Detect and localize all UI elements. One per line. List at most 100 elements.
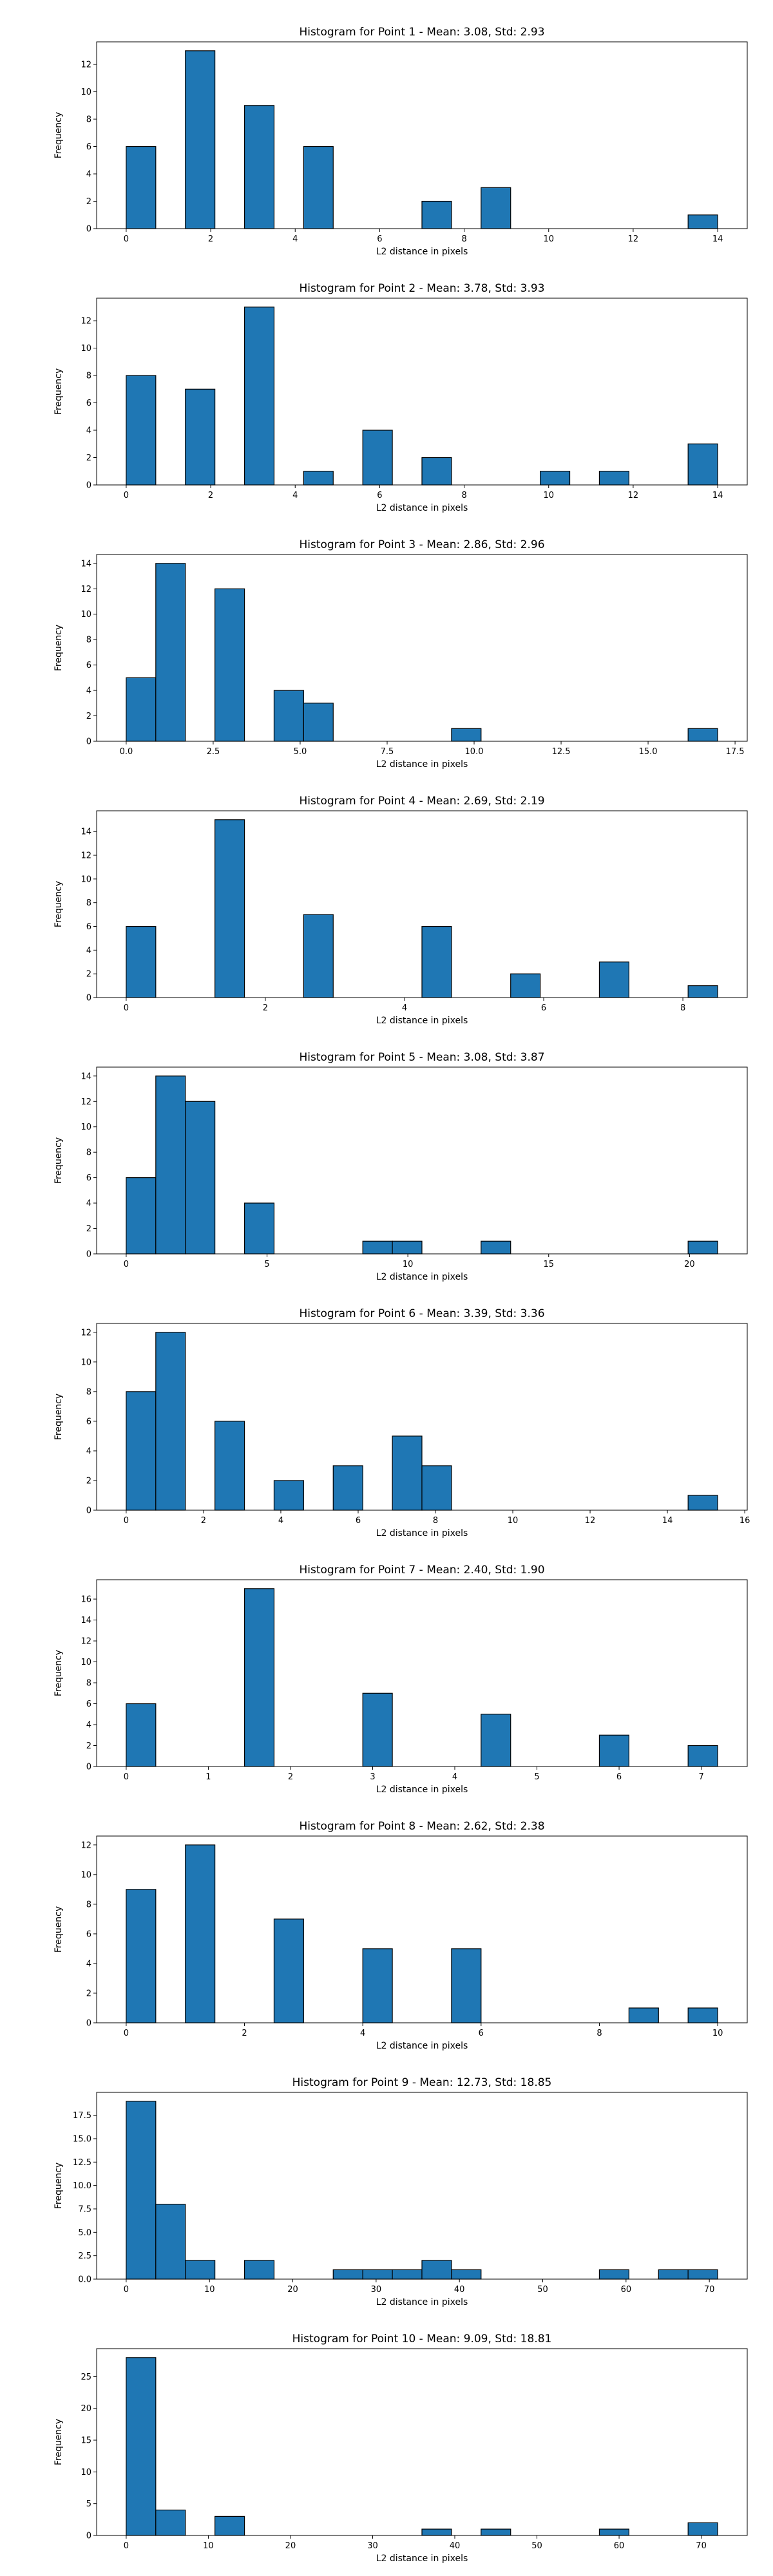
chart-1-ylabel: Frequency (53, 112, 64, 158)
chart-6-bar-1 (126, 1391, 157, 1511)
chart-1-xtick-label-1: 0 (124, 234, 129, 244)
chart-2-bar-3 (243, 307, 275, 486)
chart-4-xlabel: L2 distance in pixels (376, 1016, 468, 1026)
chart-1-xtick-label-7: 12 (628, 234, 639, 244)
chart-9-ytick-label-8: 17.5 (73, 2111, 91, 2121)
chart-5-bar-2 (155, 1075, 186, 1255)
chart-6-ytick-label-2: 2 (86, 1476, 91, 1486)
chart-8-ytick-label-6: 10 (81, 1870, 91, 1880)
chart-8-bar-3 (273, 1918, 304, 2023)
chart-10-title: Histogram for Point 10 - Mean: 9.09, Std… (292, 2333, 552, 2345)
chart-7-ytick-label-7: 12 (81, 1637, 91, 1647)
chart-9-bar-3 (185, 2260, 216, 2280)
chart-3-ytick-label-4: 6 (86, 661, 91, 670)
chart-4-ytick-label-8: 14 (81, 828, 91, 837)
chart-6-xtick-label-9: 16 (740, 1516, 750, 1526)
chart-3-ytick-label-5: 8 (86, 636, 91, 645)
chart-10-xtick-label-1: 0 (124, 2541, 129, 2551)
chart-8-xtick-label-2: 2 (242, 2029, 247, 2038)
chart-4-bar-1 (126, 925, 157, 998)
chart-5-bar-4 (243, 1202, 275, 1255)
chart-9-ytick-label-3: 5.0 (78, 2228, 91, 2238)
chart-8-title: Histogram for Point 8 - Mean: 2.62, Std:… (299, 1820, 544, 1833)
chart-1-xtick-label-8: 14 (712, 234, 723, 244)
chart-2-xtick-label-1: 0 (124, 491, 129, 500)
chart-9-plot-frame (96, 2092, 748, 2280)
chart-3-xlabel: L2 distance in pixels (376, 759, 468, 770)
chart-2-xtick-label-3: 4 (292, 491, 298, 500)
chart-9-xtick-label-4: 30 (371, 2285, 382, 2295)
chart-6-bar-8 (687, 1495, 718, 1511)
chart-8-bar-5 (451, 1948, 482, 2023)
chart-10-xtick-label-6: 50 (531, 2541, 542, 2551)
chart-6-xtick-label-8: 14 (662, 1516, 673, 1526)
chart-5-ytick-label-1: 0 (86, 1250, 91, 1260)
chart-5-ylabel: Frequency (53, 1137, 64, 1184)
chart-3-ylabel: Frequency (53, 625, 64, 671)
chart-5-ytick-label-2: 2 (86, 1224, 91, 1234)
chart-8-ytick-label-7: 12 (81, 1841, 91, 1850)
chart-3-xtick-label-8: 17.5 (726, 747, 745, 757)
chart-1-bar-7 (687, 214, 718, 229)
chart-2-xtick-label-7: 12 (628, 491, 639, 500)
chart-3-title: Histogram for Point 3 - Mean: 2.86, Std:… (299, 538, 544, 551)
chart-10-xtick-label-7: 60 (614, 2541, 625, 2551)
chart-6-xlabel: L2 distance in pixels (376, 1528, 468, 1539)
chart-10-xtick-label-4: 30 (367, 2541, 378, 2551)
chart-4-ytick-label-3: 4 (86, 946, 91, 956)
chart-1-plot-frame (96, 41, 748, 229)
chart-4-bar-5 (510, 973, 541, 998)
chart-10-bar-2 (155, 2509, 186, 2536)
chart-9-bar-7 (392, 2269, 423, 2280)
chart-8-ytick-label-4: 6 (86, 1929, 91, 1939)
chart-1-ytick-label-6: 10 (81, 88, 91, 97)
chart-7-bar-2 (243, 1588, 275, 1767)
chart-5-ytick-label-6: 10 (81, 1122, 91, 1132)
chart-2-ytick-label-5: 8 (86, 372, 91, 381)
chart-1-bar-2 (185, 50, 216, 229)
chart-9-xtick-label-5: 40 (454, 2285, 465, 2295)
chart-4-title: Histogram for Point 4 - Mean: 2.69, Std:… (299, 795, 544, 808)
chart-3-ytick-label-3: 4 (86, 687, 91, 696)
chart-4-xtick-label-4: 6 (541, 1003, 546, 1013)
chart-1-bar-3 (243, 105, 275, 229)
chart-5-ytick-label-8: 14 (81, 1072, 91, 1081)
chart-3-xtick-label-2: 2.5 (207, 747, 220, 757)
chart-3-xtick-label-4: 7.5 (381, 747, 394, 757)
chart-6-xtick-label-7: 12 (585, 1516, 596, 1526)
chart-7-bar-5 (598, 1734, 629, 1767)
chart-5-bar-8 (687, 1240, 718, 1255)
chart-10-xlabel: L2 distance in pixels (376, 2553, 468, 2564)
chart-6-ylabel: Frequency (53, 1394, 64, 1440)
chart-7-bar-6 (687, 1745, 718, 1767)
chart-3-bar-6 (451, 728, 482, 742)
chart-8-ytick-label-2: 2 (86, 1989, 91, 1998)
chart-2-bar-6 (421, 457, 452, 486)
chart-5-bar-6 (392, 1240, 423, 1255)
chart-6-bar-3 (215, 1421, 245, 1511)
chart-5-ytick-label-4: 6 (86, 1173, 91, 1183)
chart-1-title: Histogram for Point 1 - Mean: 3.08, Std:… (299, 26, 544, 39)
chart-3-bar-5 (303, 703, 334, 742)
chart-3-xtick-label-5: 10.0 (465, 747, 484, 757)
chart-1-xtick-label-2: 2 (208, 234, 213, 244)
chart-2-bar-4 (303, 471, 334, 486)
chart-10-ytick-label-5: 20 (81, 2404, 91, 2414)
chart-1-xlabel: L2 distance in pixels (376, 247, 468, 257)
chart-7-bar-1 (126, 1703, 157, 1767)
chart-5-bar-5 (362, 1240, 393, 1255)
chart-3-bar-4 (273, 690, 304, 742)
chart-9-xtick-label-8: 70 (704, 2285, 715, 2295)
chart-9-xtick-label-2: 10 (204, 2285, 215, 2295)
chart-3-ytick-label-1: 0 (86, 737, 91, 747)
chart-4-xtick-label-5: 8 (680, 1003, 685, 1013)
chart-1-bar-6 (481, 187, 511, 229)
chart-10-ytick-label-2: 5 (86, 2499, 91, 2509)
chart-4-xtick-label-3: 4 (402, 1003, 407, 1013)
chart-2-bar-7 (540, 471, 571, 486)
chart-10-xtick-label-2: 10 (203, 2541, 214, 2551)
chart-9-title: Histogram for Point 9 - Mean: 12.73, Std… (292, 2076, 552, 2089)
chart-4-ytick-label-6: 10 (81, 875, 91, 884)
chart-9-bar-12 (687, 2269, 718, 2280)
chart-6-xtick-label-5: 8 (433, 1516, 438, 1526)
